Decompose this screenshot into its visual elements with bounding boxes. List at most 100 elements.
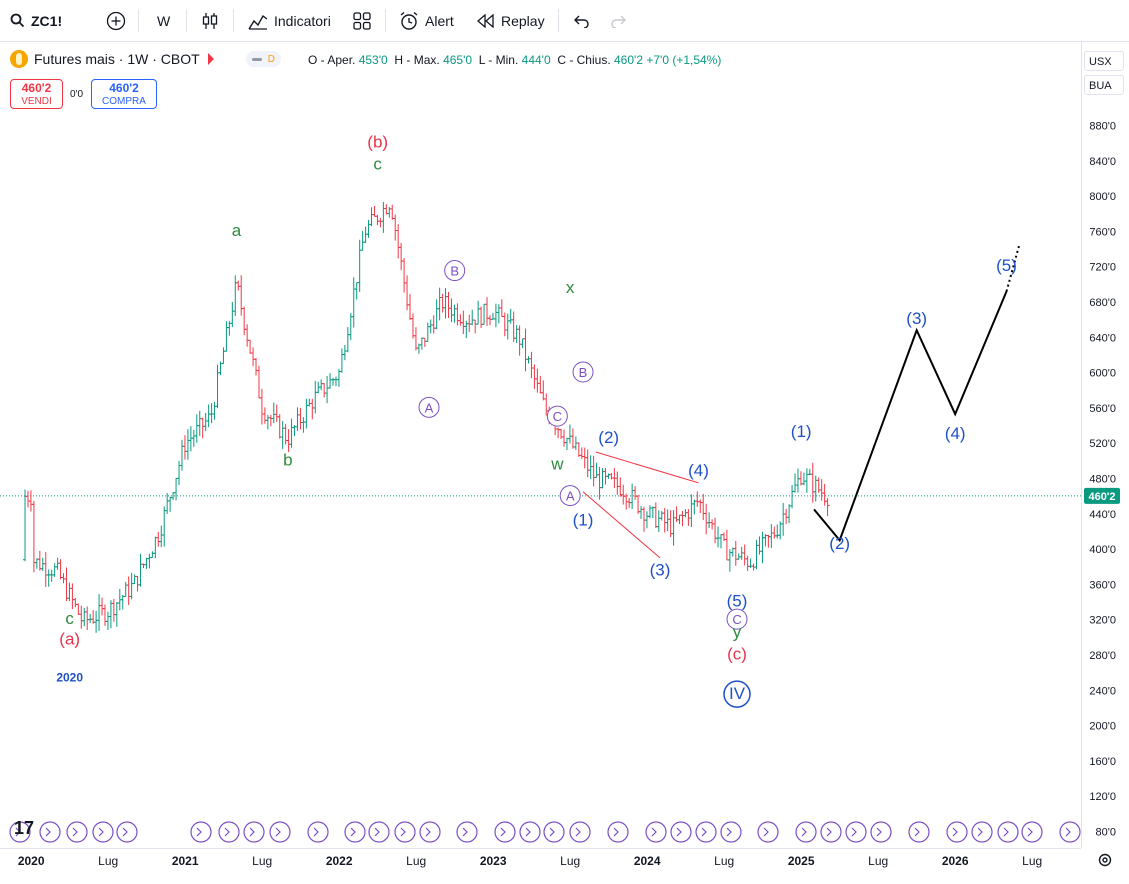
wave-circle: [418, 396, 440, 418]
wave-label: c: [373, 155, 382, 174]
currency-select[interactable]: USX: [1084, 51, 1124, 71]
wave-label: (2): [829, 534, 850, 553]
price-tick: 640'0: [1089, 332, 1116, 344]
wave-circle: [546, 405, 568, 427]
open-label: O - Aper.: [308, 53, 356, 67]
event-chevron-icon: [701, 827, 707, 837]
time-tick: 2025: [788, 854, 815, 868]
interval-button[interactable]: W: [157, 0, 170, 41]
price-tick: 400'0: [1089, 544, 1116, 556]
price-tick: 880'0: [1089, 121, 1116, 133]
price-tick: 760'0: [1089, 226, 1116, 238]
time-tick: Lug: [406, 854, 426, 868]
event-chevron-icon: [122, 827, 128, 837]
event-chevron-icon: [400, 827, 406, 837]
wave-label: (5): [996, 256, 1017, 275]
time-tick: Lug: [714, 854, 734, 868]
wave-label: IV: [729, 684, 746, 703]
templates-button[interactable]: [353, 0, 371, 41]
price-tick: 440'0: [1089, 509, 1116, 521]
price-chart[interactable]: (a)c2020ab(b)cABxCwBA(1)(2)(3)(4)(5)Cy(c…: [0, 42, 1081, 848]
sell-price: 460'2: [21, 81, 52, 95]
time-axis-labels: 2020 Lug 2021 Lug 2022 Lug 2023 Lug 2024 Lug 2025 L…: [18, 854, 1042, 868]
divider: [385, 9, 386, 32]
replay-label: Replay: [501, 12, 545, 29]
buy-price: 460'2: [109, 81, 139, 95]
change-value: +7'0 (+1,54%): [646, 53, 722, 67]
price-tick: 200'0: [1089, 721, 1116, 733]
event-chevron-icon: [914, 827, 920, 837]
event-chevron-icon: [851, 827, 857, 837]
sell-button[interactable]: 460'2 VENDI: [10, 79, 63, 109]
gear-icon: [1098, 853, 1112, 867]
time-tick: 2022: [326, 854, 353, 868]
legend-title[interactable]: Futures mais · 1W · CBOT: [34, 51, 200, 67]
currency-label: USX: [1089, 56, 1112, 68]
time-tick: 2026: [942, 854, 969, 868]
wave-label: (5): [727, 591, 748, 610]
event-chevron-icon: [425, 827, 431, 837]
price-tick: 120'0: [1089, 791, 1116, 803]
corn-logo-icon: [10, 50, 28, 68]
compare-button[interactable]: [106, 0, 126, 41]
time-tick: Lug: [560, 854, 580, 868]
wave-label: 2020: [56, 670, 83, 684]
event-chevron-icon: [500, 827, 506, 837]
time-tick: Lug: [868, 854, 888, 868]
replay-button[interactable]: Replay: [477, 0, 545, 41]
indicators-label: Indicatori: [274, 12, 331, 29]
divider: [233, 9, 234, 32]
close-label: C - Chius.: [557, 53, 611, 67]
undo-button[interactable]: [572, 0, 590, 41]
low-value: 444'0: [521, 53, 551, 67]
data-status-pill[interactable]: D: [245, 51, 281, 67]
wedge-line: [595, 451, 699, 484]
event-chevron-icon: [1003, 827, 1009, 837]
event-chevron-icon: [196, 827, 202, 837]
price-tick: 680'0: [1089, 297, 1116, 309]
wave-circle: [572, 361, 594, 383]
wave-label: B: [450, 264, 459, 279]
redo-button[interactable]: [610, 0, 628, 41]
wave-label: C: [553, 409, 562, 424]
search-icon: [10, 13, 25, 28]
event-chevron-icon: [249, 827, 255, 837]
event-chevron-icon: [952, 827, 958, 837]
chart-type-button[interactable]: [201, 0, 219, 41]
spread-value: 0'0: [70, 89, 84, 100]
alert-button[interactable]: Alert: [399, 0, 454, 41]
event-chevron-icon: [72, 827, 78, 837]
flag-icon: [207, 53, 214, 65]
settings-button[interactable]: [1097, 852, 1113, 873]
wedge-line: [582, 491, 661, 559]
event-chevron-icon: [676, 827, 682, 837]
wave-label: a: [232, 221, 242, 240]
rewind-icon: [477, 13, 494, 28]
indicators-button[interactable]: Indicatori: [248, 0, 331, 41]
low-label: L - Min.: [478, 53, 519, 67]
tradingview-logo-icon: 17: [14, 818, 34, 838]
price-tick: 600'0: [1089, 368, 1116, 380]
wave-label: (1): [573, 510, 594, 529]
price-axis[interactable]: 880'0 840'0 800'0 760'0 720'0 680'0 640'0 600'0…: [1081, 42, 1129, 848]
event-chevron-icon: [462, 827, 468, 837]
event-chevron-icon: [549, 827, 555, 837]
wave-label: (3): [906, 309, 927, 328]
wave-label: (2): [598, 428, 619, 447]
wave-label: C: [732, 612, 741, 627]
status-dash-icon: [251, 57, 262, 61]
high-value: 465'0: [443, 53, 473, 67]
time-axis[interactable]: 2020 Lug 2021 Lug 2022 Lug 2023 Lug 2024 Lug 2025 L…: [0, 848, 1081, 879]
top-toolbar: ZC1! W Indicatori Alert Replay: [0, 0, 1129, 42]
price-tick: 360'0: [1089, 579, 1116, 591]
event-chevron-icon: [763, 827, 769, 837]
price-tick: 800'0: [1089, 191, 1116, 203]
price-tick: 160'0: [1089, 756, 1116, 768]
symbol-search[interactable]: ZC1!: [10, 0, 62, 41]
buy-button[interactable]: 460'2 COMPRA: [91, 79, 157, 109]
time-tick: 2021: [172, 854, 199, 868]
price-tick: 840'0: [1089, 156, 1116, 168]
wave-circle: [723, 680, 751, 708]
unit-select[interactable]: BUA: [1084, 75, 1124, 95]
